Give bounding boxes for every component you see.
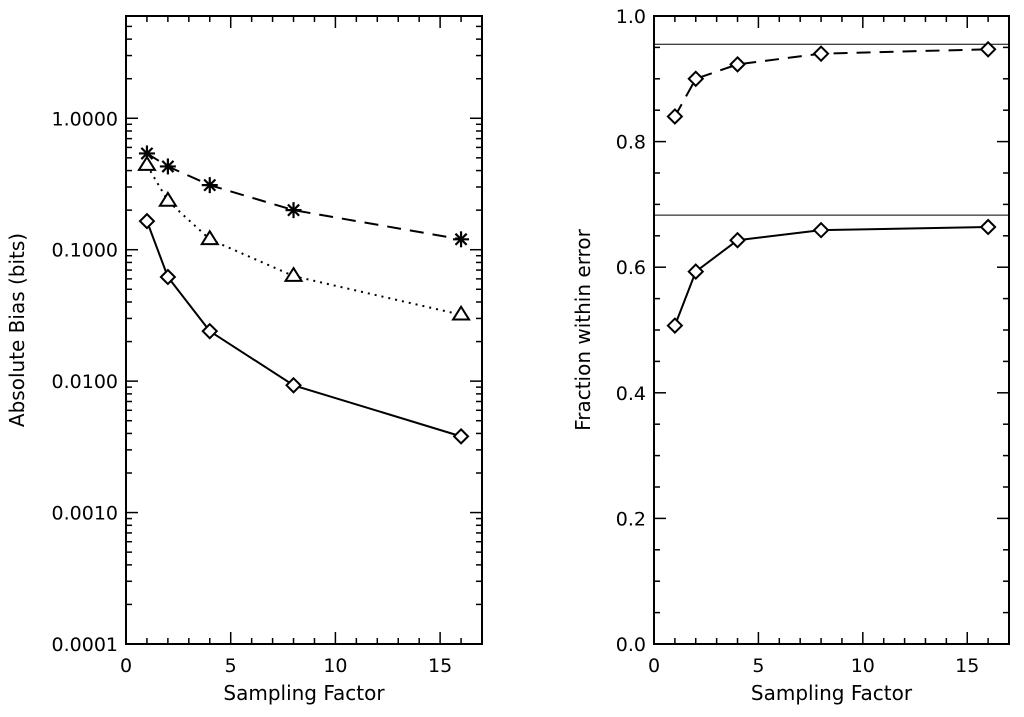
series-line-triangle-dotted [146, 164, 462, 316]
y-tick-label: 1.0 [616, 6, 646, 28]
x-tick-label: 0 [648, 655, 660, 677]
data-point-diamond [285, 376, 302, 394]
data-point-diamond [666, 317, 684, 335]
series-line-asterisk-dashed [146, 152, 462, 241]
data-point-diamond [729, 231, 746, 249]
y-axis-title: Absolute Bias (bits) [5, 233, 29, 427]
y-axis-title: Fraction within error [571, 228, 595, 430]
data-point-diamond [979, 218, 997, 236]
data-point-diamond [687, 263, 705, 281]
x-tick-label: 0 [120, 655, 132, 677]
x-tick-label: 10 [323, 655, 347, 677]
x-axis-title: Sampling Factor [751, 681, 913, 705]
data-point-asterisk [201, 177, 218, 194]
series-line-diamond-solid [146, 220, 462, 438]
data-point-diamond [812, 45, 830, 63]
data-point-diamond [666, 108, 684, 125]
y-tick-label: 0.1000 [52, 240, 118, 262]
x-tick-label: 5 [752, 655, 764, 677]
data-point-asterisk [453, 231, 470, 248]
y-tick-label: 0.0100 [52, 371, 118, 393]
x-tick-label: 5 [225, 655, 237, 677]
x-tick-label: 10 [851, 655, 875, 677]
data-point-diamond [138, 212, 156, 230]
right-chart-panel: 0 5 10 15 0.0 0.2 0.4 0.6 0.8 1.0 Sampling Factor F… [571, 6, 1010, 705]
data-point-asterisk [285, 202, 302, 219]
x-tick-label: 15 [428, 655, 452, 677]
y-tick-label: 0.0010 [52, 503, 118, 525]
y-tick-label: 0.8 [616, 132, 646, 154]
series-line-diamond-solid [673, 226, 989, 326]
y-tick-label: 0.4 [616, 383, 646, 405]
data-point-triangle [451, 304, 471, 321]
x-axis-title: Sampling Factor [223, 681, 385, 705]
series-line-diamond-dashed [674, 48, 989, 117]
y-tick-label: 0.0001 [52, 634, 118, 656]
y-tick-label: 0.0 [616, 634, 646, 656]
plot-frame [125, 15, 483, 645]
data-point-diamond [979, 40, 997, 58]
data-point-diamond [201, 322, 219, 340]
data-point-triangle [158, 191, 178, 207]
y-tick-label: 0.6 [616, 257, 646, 279]
data-point-diamond [452, 427, 470, 445]
data-point-asterisk [159, 158, 176, 175]
data-point-triangle [199, 229, 220, 246]
data-point-triangle [137, 155, 157, 171]
left-chart-panel: 0 5 10 15 0.0001 0.0010 0.0100 0.1000 1.0000 Samp… [5, 15, 483, 705]
data-point-triangle [283, 266, 304, 282]
data-point-diamond [729, 55, 746, 73]
plot-frame [653, 15, 1010, 645]
y-tick-label: 0.2 [616, 508, 646, 530]
y-tick-label: 1.0000 [52, 108, 118, 130]
data-point-diamond [159, 268, 177, 286]
x-tick-label: 15 [955, 655, 979, 677]
data-point-diamond [812, 221, 830, 239]
data-point-diamond [687, 70, 705, 88]
